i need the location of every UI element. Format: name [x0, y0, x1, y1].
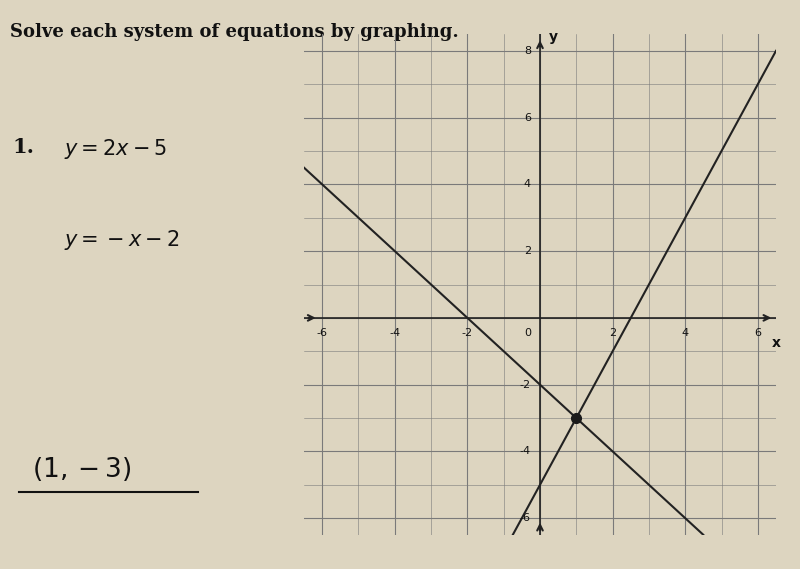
Text: 1.: 1.	[13, 137, 35, 156]
Text: 2: 2	[524, 246, 531, 256]
Text: 4: 4	[682, 328, 689, 338]
Text: $y = 2x - 5$: $y = 2x - 5$	[64, 137, 167, 160]
Text: 4: 4	[524, 179, 531, 189]
Text: 6: 6	[754, 328, 762, 338]
Text: -2: -2	[520, 380, 531, 390]
Text: 2: 2	[609, 328, 616, 338]
Text: -6: -6	[317, 328, 328, 338]
Text: -6: -6	[520, 513, 531, 523]
Text: Solve each system of equations by graphing.: Solve each system of equations by graphi…	[10, 23, 458, 41]
Text: 6: 6	[524, 113, 531, 122]
Text: $y = -x - 2$: $y = -x - 2$	[64, 228, 179, 251]
Text: $(1, -3)$: $(1, -3)$	[32, 455, 132, 483]
Text: -4: -4	[520, 447, 531, 456]
Text: 8: 8	[524, 46, 531, 56]
Text: -4: -4	[390, 328, 400, 338]
Text: 0: 0	[524, 328, 531, 338]
Text: y: y	[549, 31, 558, 44]
Text: -2: -2	[462, 328, 473, 338]
Text: x: x	[771, 336, 781, 351]
